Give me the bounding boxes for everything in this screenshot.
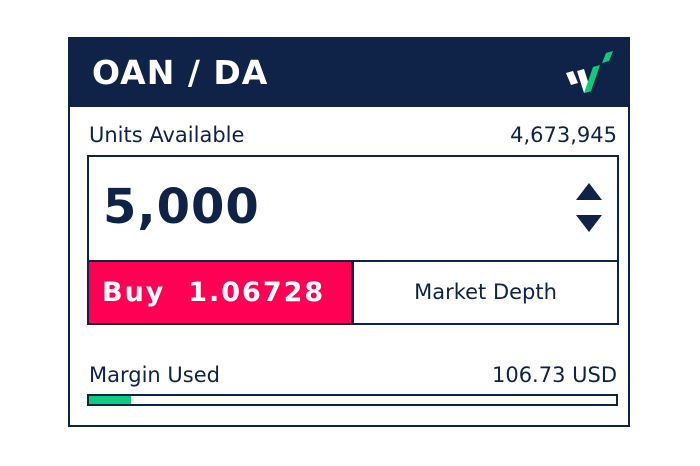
margin-progress-bar: [87, 394, 618, 406]
buy-button[interactable]: Buy 1.06728: [89, 262, 354, 323]
action-buttons: Buy 1.06728 Market Depth: [87, 260, 619, 325]
margin-used-value: 106.73 USD: [491, 363, 617, 387]
units-available-value: 4,673,945: [510, 123, 617, 147]
oanda-logo-icon: [566, 51, 613, 93]
units-available-label: Units Available: [89, 123, 245, 147]
trade-ticket-card: OAN / DA Units Available 4,673,945 5,000…: [68, 37, 630, 427]
market-depth-button[interactable]: Market Depth: [414, 280, 557, 304]
instrument-title: OAN / DA: [92, 53, 269, 92]
ticket-header: OAN / DA: [70, 39, 628, 107]
units-available-row: Units Available 4,673,945: [89, 122, 617, 148]
triangle-down-icon[interactable]: [576, 215, 602, 232]
margin-used-row: Margin Used 106.73 USD: [89, 362, 617, 388]
quantity-stepper[interactable]: [575, 183, 603, 235]
quantity-input[interactable]: 5,000: [87, 155, 619, 262]
triangle-up-icon[interactable]: [576, 183, 602, 200]
quantity-value[interactable]: 5,000: [103, 179, 260, 235]
margin-progress-fill: [89, 396, 132, 404]
margin-used-label: Margin Used: [89, 363, 220, 387]
